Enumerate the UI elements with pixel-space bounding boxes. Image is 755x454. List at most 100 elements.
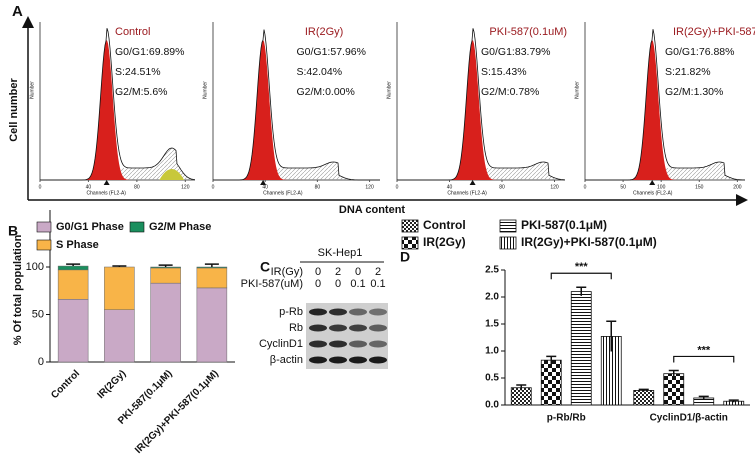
- significance-bracket: [673, 355, 735, 363]
- legend-label: Control: [423, 218, 466, 232]
- number-label: Number: [202, 81, 208, 99]
- legend-swatch: [401, 236, 419, 250]
- histogram-outline: [397, 28, 566, 181]
- bar: [540, 359, 562, 406]
- condition-value: 0: [355, 266, 361, 278]
- stat: S:24.51%: [115, 66, 161, 78]
- x-tick-label: IR(2Gy)+PKI-587(0.1μM): [133, 368, 221, 454]
- stat: G2/M:0.78%: [481, 86, 539, 98]
- x-tick-label: 120: [181, 184, 190, 190]
- panel-letter: A: [12, 3, 23, 20]
- band: [369, 340, 387, 348]
- significance: ***: [697, 344, 711, 356]
- band: [329, 356, 347, 364]
- band: [349, 308, 367, 316]
- stat: S:42.04%: [297, 66, 343, 78]
- error-bar: [158, 264, 173, 267]
- band: [369, 324, 387, 332]
- panel-letter: C: [260, 259, 270, 275]
- band: [349, 356, 367, 364]
- band: [309, 356, 327, 364]
- x-tick-label: 0: [396, 184, 399, 190]
- histogram-outline: [585, 29, 746, 181]
- histogram-outline: [40, 28, 196, 181]
- condition-value: 0: [315, 278, 321, 290]
- condition-label: PKI-587(uM): [241, 278, 303, 290]
- stat: G0/G1:83.79%: [481, 46, 550, 58]
- band: [369, 356, 387, 364]
- bar-segment: [57, 265, 89, 271]
- channel-label: Channels (FL2-A): [263, 190, 303, 196]
- bar: [570, 291, 592, 406]
- g1-peak: [585, 40, 745, 180]
- x-tick-label: 0: [212, 184, 215, 190]
- bar-segment: [196, 267, 228, 289]
- histogram-outline: [213, 29, 380, 181]
- legend-swatch: [129, 221, 145, 233]
- legend-swatch: [401, 219, 419, 233]
- band: [349, 340, 367, 348]
- band-label: CyclinD1: [259, 338, 303, 350]
- sphase-fill: [40, 148, 195, 180]
- band: [309, 340, 327, 348]
- significance-bracket: [550, 272, 612, 280]
- marker: [649, 180, 656, 185]
- stat: G2/M:1.30%: [665, 86, 723, 98]
- band: [329, 308, 347, 316]
- stat: G2/M:5.6%: [115, 86, 168, 98]
- bar-segment: [57, 299, 89, 363]
- y-tick-label: 0: [38, 356, 44, 368]
- band: [329, 324, 347, 332]
- histogram-title: Control: [115, 26, 150, 38]
- error-bar: [204, 263, 219, 267]
- marker: [103, 180, 110, 185]
- histogram-title: PKI-587(0.1uM): [489, 26, 567, 38]
- x-tick-label: 100: [657, 184, 666, 190]
- legend-label: S Phase: [56, 239, 99, 251]
- x-tick-label: Control: [49, 368, 82, 401]
- legend-swatch: [499, 219, 517, 233]
- stat: G0/G1:76.88%: [665, 46, 734, 58]
- sphase-fill: [213, 162, 380, 180]
- band: [369, 308, 387, 316]
- band: [309, 324, 327, 332]
- bar-segment: [104, 266, 135, 310]
- x-tick-label: 50: [620, 184, 626, 190]
- stat: G2/M:0.00%: [297, 86, 355, 98]
- legend-label: G2/M Phase: [149, 221, 211, 233]
- condition-value: 0.1: [350, 278, 365, 290]
- g1-peak: [213, 40, 380, 180]
- band: [309, 308, 327, 316]
- bar-segment: [150, 266, 181, 269]
- x-tick-label: 200: [733, 184, 742, 190]
- bar-segment: [150, 267, 181, 284]
- bar: [633, 390, 655, 406]
- panel-letter: B: [8, 223, 18, 239]
- band-label: β-actin: [270, 354, 303, 366]
- marker: [260, 180, 267, 185]
- legend-swatch: [499, 236, 517, 250]
- condition-label: IR(Gy): [271, 266, 303, 278]
- band: [329, 340, 347, 348]
- stat: G0/G1:69.89%: [115, 46, 184, 58]
- histogram-title: IR(2Gy)+PKI-587(0.1uM): [673, 26, 755, 38]
- bar-segment: [57, 269, 89, 300]
- band-label: Rb: [289, 322, 303, 334]
- x-tick-label: 80: [315, 184, 321, 190]
- cell-line: SK-Hep1: [318, 247, 363, 259]
- x-tick-label: CyclinD1/β-actin: [650, 413, 728, 424]
- y-tick-label: 2.5: [485, 265, 499, 276]
- g1-peak: [397, 40, 565, 180]
- x-tick-label: 0: [584, 184, 587, 190]
- error-bar: [728, 399, 739, 403]
- x-tick-label: p-Rb/Rb: [547, 413, 586, 424]
- error-bar: [66, 263, 81, 267]
- x-tick-label: 40: [86, 184, 92, 190]
- number-label: Number: [574, 81, 580, 99]
- stat: G0/G1:57.96%: [297, 46, 366, 58]
- stat: S:21.82%: [665, 66, 711, 78]
- condition-value: 0: [315, 266, 321, 278]
- bar-segment: [196, 266, 228, 269]
- bar: [663, 373, 685, 406]
